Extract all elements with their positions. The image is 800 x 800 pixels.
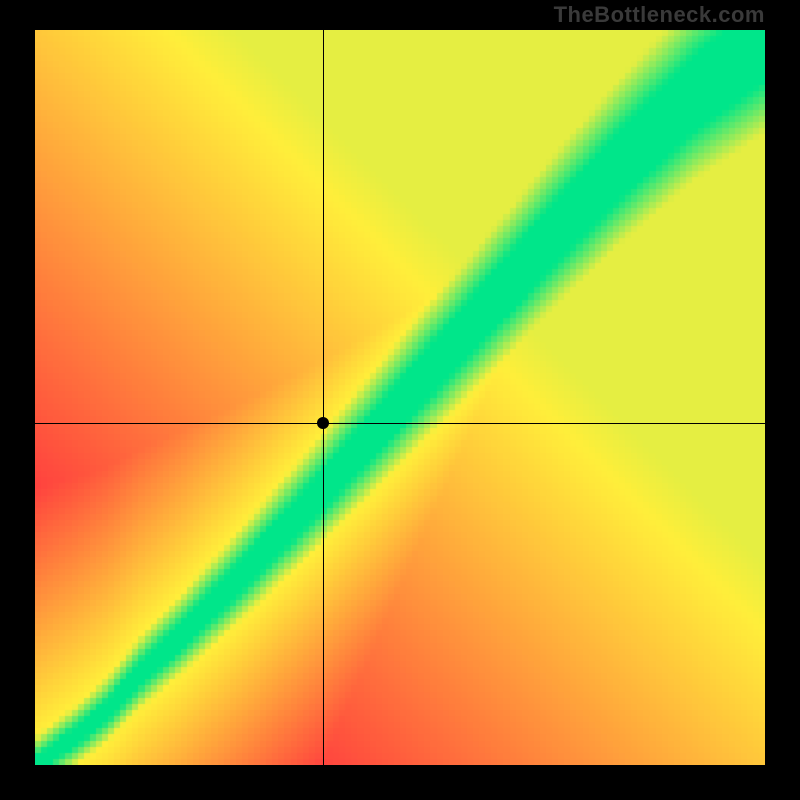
crosshair-horizontal xyxy=(35,423,765,424)
chart-container: TheBottleneck.com xyxy=(0,0,800,800)
crosshair-vertical xyxy=(323,30,324,765)
heatmap-canvas xyxy=(35,30,765,765)
watermark-text: TheBottleneck.com xyxy=(554,2,765,28)
plot-area xyxy=(35,30,765,765)
crosshair-marker xyxy=(317,417,329,429)
